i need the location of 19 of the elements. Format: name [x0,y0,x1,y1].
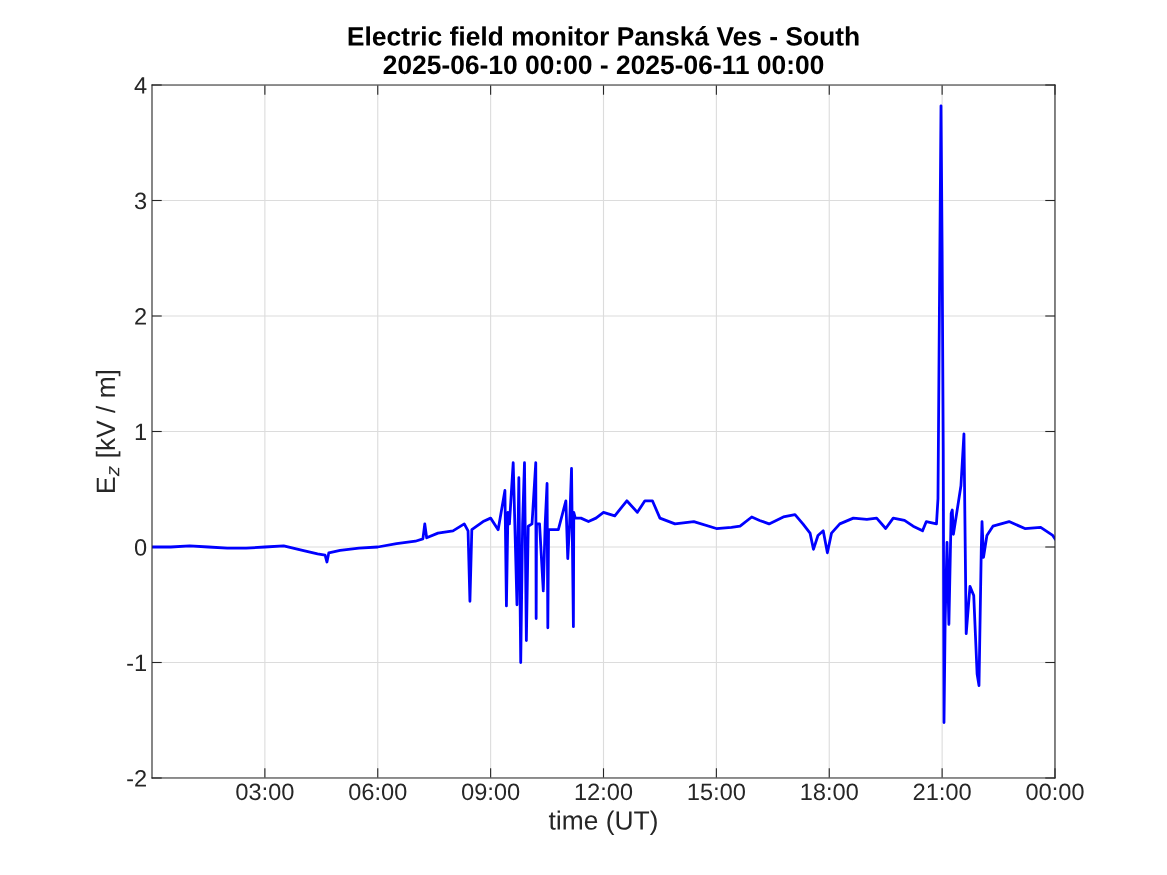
line-series [152,104,1055,724]
x-tick-label: 18:00 [801,783,858,801]
y-tick-label: 1 [135,423,146,441]
y-axis-title: E$_{z}$ [kV / m] [95,370,121,492]
x-tick-label: 00:00 [1026,783,1084,801]
x-tick-label: 12:00 [575,783,633,801]
x-axis-title: time (UT) [548,810,657,836]
y-tick-label: 3 [134,192,147,210]
y-tick-label: -1 [127,654,146,672]
x-tick-label: 15:00 [688,783,745,801]
x-tick-label: 21:00 [913,783,971,801]
x-tick-label: 03:00 [236,783,294,801]
y-tick-label: 0 [134,539,147,556]
y-tick-label: -2 [127,770,146,787]
x-tick-label: 09:00 [462,783,520,801]
y-tick-label: 4 [134,77,147,94]
x-tick-label: 06:00 [349,783,407,801]
chart-title: Electric field monitor Panská Ves - South 2025-06-10 00:00 - 2025-06-11 00:00 [348,26,859,75]
y-tick-label: 2 [135,308,146,325]
